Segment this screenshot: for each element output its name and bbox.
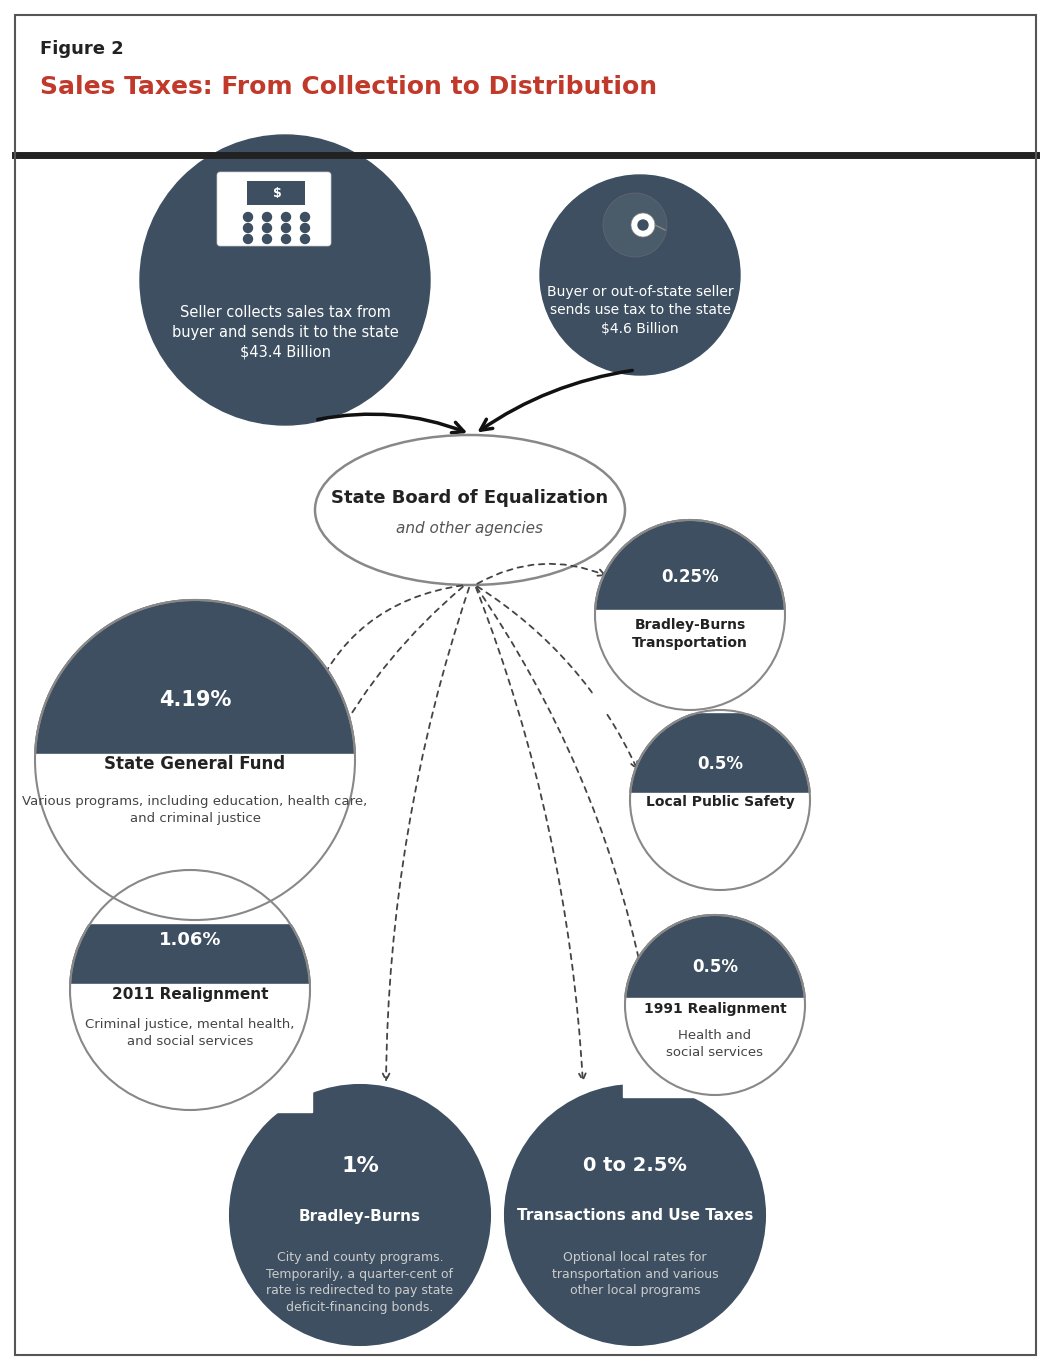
Text: Transactions and Use Taxes: Transactions and Use Taxes xyxy=(517,1208,754,1223)
Circle shape xyxy=(630,710,810,890)
Text: Optional local rates for
transportation and various
other local programs: Optional local rates for transportation … xyxy=(552,1251,718,1297)
Ellipse shape xyxy=(315,436,625,585)
Circle shape xyxy=(301,212,309,222)
Circle shape xyxy=(35,600,355,921)
Text: 1.06%: 1.06% xyxy=(159,932,222,949)
Text: Bradley-Burns: Bradley-Burns xyxy=(298,1208,421,1223)
Circle shape xyxy=(625,915,805,1095)
Text: and other agencies: and other agencies xyxy=(396,521,543,536)
Circle shape xyxy=(301,223,309,233)
Text: 2011 Realignment: 2011 Realignment xyxy=(111,986,268,1001)
Text: Buyer or out-of-state seller
sends use tax to the state
$4.6 Billion: Buyer or out-of-state seller sends use t… xyxy=(547,285,734,336)
Text: Sales Taxes: From Collection to Distribution: Sales Taxes: From Collection to Distribu… xyxy=(40,75,657,99)
Circle shape xyxy=(263,234,271,244)
Circle shape xyxy=(140,136,430,425)
Text: 1991 Realignment: 1991 Realignment xyxy=(643,1001,786,1017)
Circle shape xyxy=(244,212,252,222)
Text: State Board of Equalization: State Board of Equalization xyxy=(331,489,609,507)
Text: Figure 2: Figure 2 xyxy=(40,40,124,58)
Circle shape xyxy=(244,223,252,233)
Text: 0.5%: 0.5% xyxy=(692,958,738,975)
Text: Various programs, including education, health care,
and criminal justice: Various programs, including education, h… xyxy=(22,795,368,825)
Circle shape xyxy=(504,1085,765,1345)
Text: City and county programs.
Temporarily, a quarter-cent of
rate is redirected to p: City and county programs. Temporarily, a… xyxy=(267,1251,454,1314)
Bar xyxy=(623,997,807,1097)
Circle shape xyxy=(35,600,355,921)
Circle shape xyxy=(603,193,667,258)
Circle shape xyxy=(282,234,290,244)
Text: 4.19%: 4.19% xyxy=(159,690,231,710)
Bar xyxy=(67,984,312,1112)
Circle shape xyxy=(540,175,740,375)
Text: Criminal justice, mental health,
and social services: Criminal justice, mental health, and soc… xyxy=(85,1018,294,1048)
Circle shape xyxy=(638,221,648,230)
Text: 0.5%: 0.5% xyxy=(697,755,743,773)
Text: 1%: 1% xyxy=(342,1156,379,1175)
Bar xyxy=(593,610,787,712)
Circle shape xyxy=(595,521,785,710)
Circle shape xyxy=(244,234,252,244)
Circle shape xyxy=(630,710,810,890)
Text: 0 to 2.5%: 0 to 2.5% xyxy=(583,1156,687,1175)
Text: Local Public Safety: Local Public Safety xyxy=(645,795,795,810)
Circle shape xyxy=(282,223,290,233)
Circle shape xyxy=(263,223,271,233)
Circle shape xyxy=(595,521,785,710)
Circle shape xyxy=(263,212,271,222)
Bar xyxy=(16,15,1035,155)
Circle shape xyxy=(70,870,310,1110)
Text: Bradley-Burns
Transportation: Bradley-Burns Transportation xyxy=(632,618,748,651)
Text: State General Fund: State General Fund xyxy=(104,755,286,773)
Bar xyxy=(247,181,305,206)
Circle shape xyxy=(301,234,309,244)
Bar xyxy=(32,754,358,923)
Text: Health and
social services: Health and social services xyxy=(666,1029,763,1059)
Circle shape xyxy=(625,915,805,1095)
Circle shape xyxy=(282,212,290,222)
Text: 0.25%: 0.25% xyxy=(661,569,719,586)
Circle shape xyxy=(631,212,655,237)
FancyBboxPatch shape xyxy=(217,173,331,247)
Circle shape xyxy=(230,1085,490,1345)
Bar xyxy=(628,793,811,892)
Text: Seller collects sales tax from
buyer and sends it to the state
$43.4 Billion: Seller collects sales tax from buyer and… xyxy=(171,306,398,359)
Circle shape xyxy=(70,870,310,1110)
Text: $: $ xyxy=(272,186,282,200)
